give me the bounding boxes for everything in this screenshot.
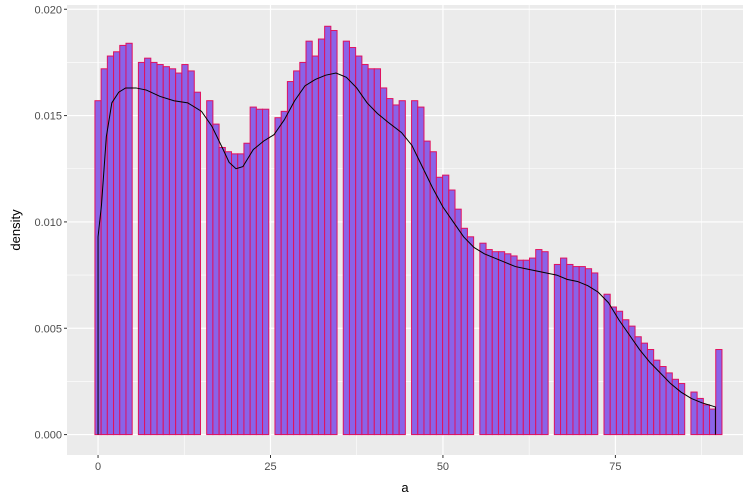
histogram-bar (709, 408, 717, 436)
histogram-bar (380, 87, 388, 436)
histogram-bar (119, 44, 127, 436)
histogram-bar (516, 259, 524, 436)
x-tick-label: 25 (264, 461, 276, 473)
histogram-bar (504, 253, 512, 436)
y-tick-label: 0.005 (34, 323, 62, 335)
histogram-bar (317, 38, 326, 436)
histogram-bar (460, 227, 468, 436)
histogram-bar (305, 40, 313, 436)
histogram-bar (640, 342, 648, 436)
histogram-bar (355, 55, 363, 436)
histogram-bar (392, 104, 400, 436)
histogram-bar (603, 293, 611, 436)
histogram-bar (435, 176, 444, 436)
histogram-bar (137, 61, 146, 436)
histogram-bar (591, 272, 599, 436)
histogram-bar (373, 68, 382, 436)
histogram-bar (249, 106, 257, 436)
histogram-bar (330, 30, 338, 436)
histogram-bars (94, 25, 723, 436)
histogram-bar (448, 189, 456, 436)
histogram-bar (113, 51, 121, 436)
histogram-bar (566, 263, 574, 436)
y-tick-label: 0.015 (34, 111, 62, 123)
histogram-bar (237, 153, 245, 436)
histogram-bar (311, 55, 319, 436)
histogram-bar (280, 110, 288, 436)
y-axis-ticks: 0.000 0.005 0.010 0.015 0.020 (34, 4, 67, 442)
histogram-bar (491, 251, 499, 436)
histogram-bar (342, 40, 350, 436)
histogram-bar (510, 255, 518, 436)
histogram-bar (398, 100, 406, 436)
histogram-bar (286, 81, 295, 436)
histogram-bar (553, 263, 562, 436)
histogram-bar (231, 153, 239, 436)
histogram-bar (348, 47, 357, 436)
histogram-bar (262, 108, 270, 436)
histogram-bar (324, 25, 332, 436)
histogram-bar (702, 404, 711, 436)
histogram-bar (659, 366, 667, 436)
histogram-bar (715, 349, 723, 436)
histogram-bar (187, 70, 195, 436)
histogram-bar (274, 117, 282, 436)
histogram-bar (466, 236, 475, 436)
histogram-bar (615, 310, 624, 436)
histogram-bar (535, 249, 543, 436)
histogram-bar (150, 61, 158, 436)
histogram-bar (417, 106, 425, 436)
x-tick-label: 50 (437, 461, 449, 473)
y-axis-title: density (8, 209, 23, 251)
histogram-bar (622, 319, 630, 436)
histogram-bar (529, 257, 537, 436)
histogram-bar (423, 140, 431, 436)
histogram-bar (162, 66, 170, 436)
x-tick-label: 0 (95, 461, 101, 473)
histogram-bar (578, 266, 586, 436)
histogram-bar (522, 259, 531, 436)
histogram-bar (541, 251, 549, 436)
y-tick-label: 0.010 (34, 217, 62, 229)
histogram-bar (156, 64, 164, 436)
y-tick-label: 0.000 (34, 430, 62, 442)
histogram-bar (678, 383, 686, 436)
histogram-bar (572, 266, 580, 436)
density-curve (97, 72, 716, 435)
x-tick-label: 75 (609, 461, 621, 473)
histogram-bar (255, 108, 264, 436)
histogram-bar (479, 242, 487, 436)
histogram-bar (218, 146, 226, 436)
histogram-bar (212, 123, 220, 436)
histogram-bar (584, 268, 593, 436)
histogram-bar (144, 57, 152, 436)
histogram-bar (193, 91, 201, 436)
histogram-bar (293, 70, 301, 436)
x-axis-title: a (401, 480, 409, 495)
histogram-bar (224, 151, 233, 436)
histogram-bar (485, 249, 493, 436)
histogram-bar (696, 397, 704, 436)
histogram-bar (634, 336, 642, 436)
histogram-bar (560, 257, 568, 436)
histogram-bar (497, 251, 506, 436)
histogram-bar (181, 64, 189, 436)
histogram-bar (168, 68, 177, 436)
y-tick-label: 0.020 (34, 4, 62, 16)
x-axis-ticks: 0 25 50 75 (95, 455, 622, 473)
histogram-bar (454, 208, 462, 436)
histogram-bar (175, 72, 183, 436)
histogram-bar (206, 100, 214, 436)
histogram-bar (299, 61, 307, 436)
histogram-bar (361, 64, 369, 436)
histogram-bar (100, 68, 108, 436)
histogram-bar (125, 42, 133, 436)
histogram-bar (609, 306, 617, 436)
histogram-bar (386, 98, 394, 436)
histogram-bar (243, 142, 251, 436)
histogram-bar (367, 68, 375, 436)
